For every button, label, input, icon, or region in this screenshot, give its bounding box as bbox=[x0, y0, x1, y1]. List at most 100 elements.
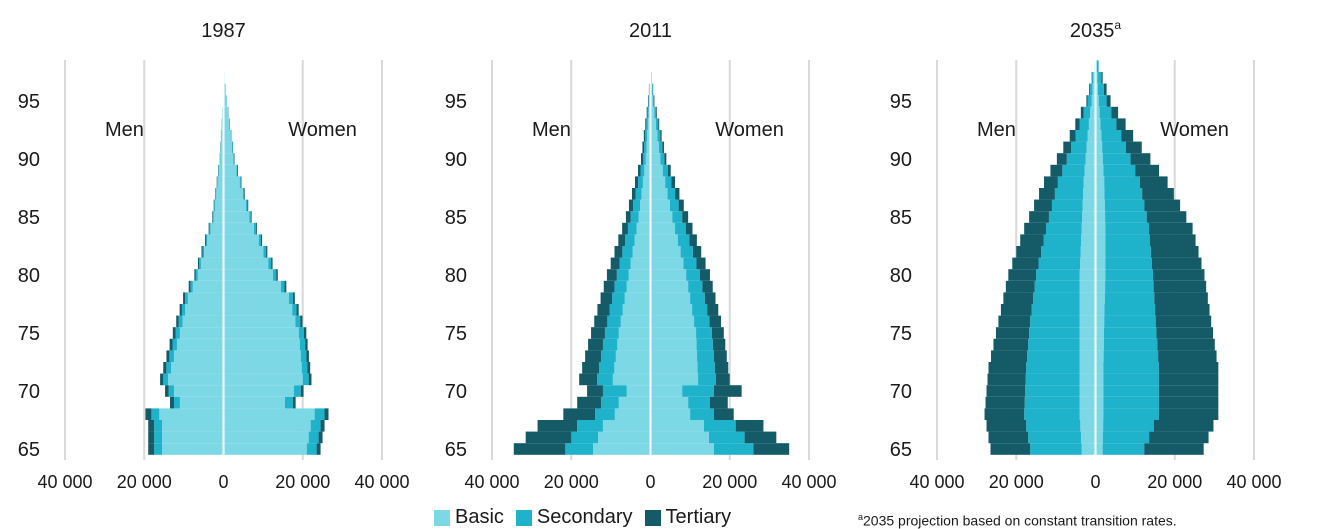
bar-women-basic bbox=[223, 420, 311, 432]
legend-swatch-basic bbox=[434, 509, 450, 526]
bar-women-secondary bbox=[1102, 443, 1145, 455]
bar-women-tertiary bbox=[255, 222, 257, 235]
bar-men-secondary bbox=[1025, 385, 1080, 397]
bar-women-tertiary bbox=[316, 443, 321, 455]
bar-men-tertiary bbox=[148, 420, 155, 432]
bar-women-secondary bbox=[284, 396, 293, 409]
bar-men-basic bbox=[1081, 443, 1096, 455]
bar-men-tertiary bbox=[194, 269, 196, 281]
bar-men-tertiary bbox=[998, 315, 1031, 328]
bar-men-tertiary bbox=[1034, 199, 1052, 212]
bar-men-tertiary bbox=[145, 408, 152, 420]
bar-women-basic bbox=[1095, 211, 1106, 223]
bar-women-secondary bbox=[1103, 385, 1159, 397]
bar-women-tertiary bbox=[1154, 292, 1208, 304]
bar-men-tertiary bbox=[1039, 188, 1055, 200]
bar-women-secondary bbox=[665, 176, 672, 188]
bar-women-tertiary bbox=[260, 234, 263, 246]
bar-women-tertiary bbox=[276, 269, 278, 281]
bar-women-tertiary bbox=[296, 304, 299, 316]
bar-men-tertiary bbox=[600, 292, 613, 304]
bar-men-tertiary bbox=[587, 385, 603, 397]
bars bbox=[513, 72, 790, 455]
bar-men-tertiary bbox=[585, 350, 601, 362]
bar-men-secondary bbox=[1028, 338, 1080, 351]
bar-women-tertiary bbox=[713, 408, 734, 420]
bar-women-basic bbox=[1095, 420, 1104, 432]
bar-women-tertiary bbox=[662, 141, 664, 154]
bar-men-secondary bbox=[630, 211, 639, 223]
bar-men-basic bbox=[221, 130, 224, 142]
bar-women-tertiary bbox=[671, 176, 676, 188]
bar-men-tertiary bbox=[1016, 246, 1042, 258]
footnote: a2035 projection based on constant trans… bbox=[858, 512, 1177, 529]
bar-men-tertiary bbox=[172, 327, 176, 339]
bar-men-basic bbox=[220, 153, 224, 165]
bar-women-basic bbox=[650, 176, 666, 188]
bar-men-tertiary bbox=[631, 188, 636, 200]
bar-men-basic bbox=[216, 188, 224, 200]
bar-women-basic bbox=[223, 153, 234, 165]
bar-women-tertiary bbox=[660, 130, 662, 142]
bar-women-secondary bbox=[655, 118, 659, 130]
bar-men-secondary bbox=[215, 188, 217, 200]
bar-men-basic bbox=[1079, 304, 1096, 316]
bar-women-basic bbox=[223, 280, 281, 293]
pyramid-1987: 1987 Men Women 65 70 75 80 85 90 95 40 000 20 000 0 2… bbox=[18, 20, 410, 492]
bar-women-secondary bbox=[280, 280, 285, 293]
bar-women-basic bbox=[223, 234, 259, 246]
bar-men-basic bbox=[159, 408, 224, 420]
footnote-marker: a bbox=[858, 512, 864, 522]
bar-women-basic bbox=[650, 396, 689, 409]
bar-women-tertiary bbox=[1116, 118, 1126, 130]
bar-men-tertiary bbox=[591, 327, 605, 339]
bar-women-basic bbox=[650, 95, 653, 107]
bar-women-basic bbox=[650, 292, 691, 304]
y-tick-label: 80 bbox=[890, 265, 912, 287]
bar-women-secondary bbox=[1104, 292, 1155, 304]
bar-men-secondary bbox=[166, 362, 171, 374]
bar-men-secondary bbox=[1026, 362, 1080, 374]
bar-women-basic bbox=[650, 280, 689, 293]
bar-men-tertiary bbox=[988, 431, 1029, 444]
bar-women-basic bbox=[1095, 408, 1104, 420]
bar-women-basic bbox=[650, 327, 697, 339]
bar-men-tertiary bbox=[645, 118, 647, 130]
bar-men-basic bbox=[200, 257, 224, 270]
bar-women-tertiary bbox=[1151, 257, 1202, 270]
bar-women-basic bbox=[650, 130, 658, 142]
bar-women-tertiary bbox=[675, 188, 680, 200]
bar-women-tertiary bbox=[1146, 211, 1187, 223]
bar-men-basic bbox=[1079, 373, 1096, 386]
bar-women-basic bbox=[1095, 304, 1105, 316]
y-tick-label: 75 bbox=[445, 323, 467, 345]
bar-women-basic bbox=[650, 373, 699, 386]
bar-women-basic bbox=[1095, 234, 1106, 246]
legend: Basic Secondary Tertiary bbox=[434, 506, 743, 529]
bar-men-secondary bbox=[1045, 222, 1082, 235]
bar-men-secondary bbox=[616, 269, 629, 281]
bar-men-basic bbox=[220, 141, 224, 154]
bar-women-tertiary bbox=[1139, 176, 1168, 188]
bar-women-secondary bbox=[258, 234, 261, 246]
bar-men-tertiary bbox=[618, 234, 626, 246]
bar-men-tertiary bbox=[985, 396, 1025, 409]
x-tick-label: 40 000 bbox=[1226, 472, 1281, 492]
bar-women-secondary bbox=[1102, 153, 1131, 165]
bar-women-secondary bbox=[1100, 118, 1117, 130]
bar-women-secondary bbox=[1105, 234, 1150, 246]
bar-men-basic bbox=[1079, 338, 1096, 351]
bar-men-tertiary bbox=[1063, 141, 1072, 154]
bar-men-tertiary bbox=[212, 211, 213, 223]
bar-women-secondary bbox=[698, 373, 716, 386]
bar-men-secondary bbox=[1041, 246, 1081, 258]
bar-men-secondary bbox=[1029, 327, 1080, 339]
bar-men-secondary bbox=[622, 246, 633, 258]
bar-women-secondary bbox=[696, 327, 712, 339]
bar-women-secondary bbox=[652, 83, 653, 96]
bar-women-secondary bbox=[657, 130, 661, 142]
bar-women-secondary bbox=[680, 246, 693, 258]
y-tick-label: 90 bbox=[890, 149, 912, 171]
bar-women-basic bbox=[650, 431, 709, 444]
bar-women-basic bbox=[650, 141, 659, 154]
